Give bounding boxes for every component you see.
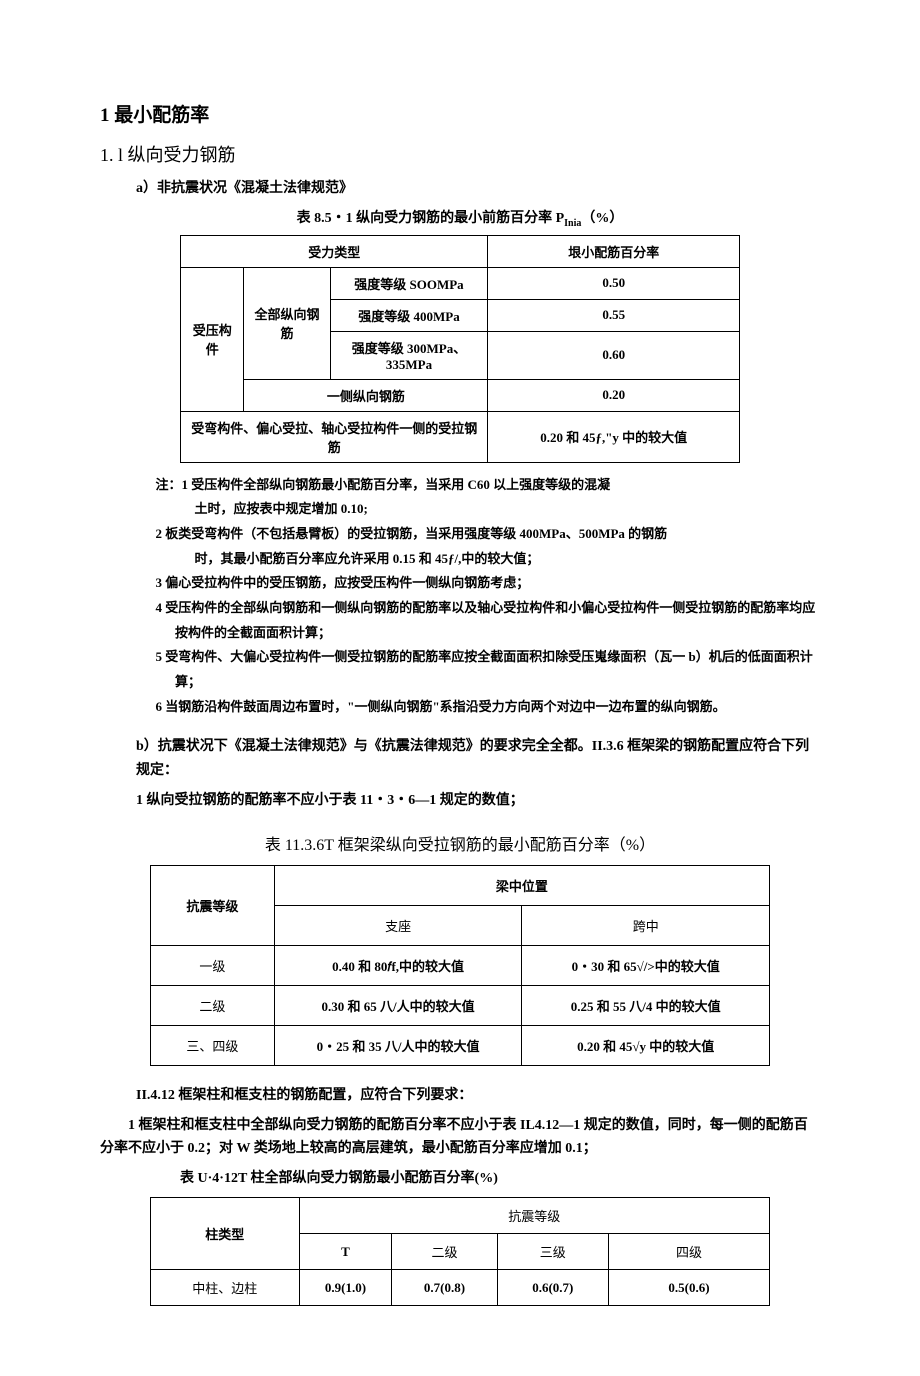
section-c-title: II.4.12 框架柱和框支柱的钢筋配置，应符合下列要求： [136,1084,820,1108]
t2-r3b: 0・25 和 35 八/人中的较大值 [274,1025,522,1065]
t3-c3: 三级 [497,1234,608,1270]
t1-l1: 受压构件 [181,267,244,411]
table1-caption: 表 8.5・1 纵向受力钢筋的最小前筋百分率 PInia（%） [100,207,820,229]
t2-r1c: 0・30 和 65√/>中的较大值 [522,945,770,985]
t2-r2b: 0.30 和 65 八/人中的较大值 [274,985,522,1025]
t1-r1a: 强度等级 SOOMPa [330,267,488,299]
t2-h2a: 支座 [274,905,522,945]
t3-c1: T [299,1234,392,1270]
section-c-line: 1 框架柱和框支柱中全部纵向受力钢筋的配筋百分率不应小于表 IL4.12—1 规… [100,1114,820,1162]
table-2: 抗震等级 梁中位置 支座 跨中 一级 0.40 和 80𝑓f,中的较大值 0・3… [150,865,770,1066]
table-row: 三、四级 0・25 和 35 八/人中的较大值 0.20 和 45√y 中的较大… [151,1025,770,1065]
t3-r1e: 0.5(0.6) [609,1270,770,1306]
t1-r5b: 0.20 和 45ƒ,"y 中的较大值 [488,411,740,462]
t1-header-left: 受力类型 [181,235,488,267]
table-row: 受压构件 全部纵向钢筋 强度等级 SOOMPa 0.50 [181,267,740,299]
notes-block: 注：1 受压构件全部纵向钢筋最小配筋百分率，当采用 C60 以上强度等级的混凝 … [136,473,820,720]
section-b-line1: 1 纵向受拉钢筋的配筋率不应小于表 11・3・6—1 规定的数值； [136,789,820,813]
table1-caption-sub: Inia [564,218,581,229]
table1-caption-tail: （%） [581,211,623,226]
t2-r1b: 0.40 和 80𝑓f,中的较大值 [274,945,522,985]
t2-r3a: 三、四级 [151,1025,275,1065]
t3-h2: 抗震等级 [299,1198,769,1234]
t1-header-right: 垠小配筋百分率 [488,235,740,267]
t1-r2b: 0.55 [488,299,740,331]
t2-h1: 抗震等级 [151,865,275,945]
table-row: 一级 0.40 和 80𝑓f,中的较大值 0・30 和 65√/>中的较大值 [151,945,770,985]
t2-h2b: 跨中 [522,905,770,945]
section-a-title: a）非抗震状况《混凝土法律规范》 [136,177,820,201]
note-1: 注：1 受压构件全部纵向钢筋最小配筋百分率，当采用 C60 以上强度等级的混凝 [136,473,820,498]
t1-r5a: 受弯构件、偏心受拉、轴心受拉构件一侧的受拉钢筋 [181,411,488,462]
note-5: 5 受弯构件、大偏心受拉构件一侧受拉钢筋的配筋率应按全截面面积扣除受压嵬缘面积（… [136,645,820,694]
t1-l2: 全部纵向钢筋 [244,267,330,379]
t3-c4: 四级 [609,1234,770,1270]
table-row: 一侧纵向钢筋 0.20 [181,379,740,411]
table-3: 柱类型 抗震等级 T 二级 三级 四级 中柱、边柱 0.9(1.0) 0.7(0… [150,1197,770,1306]
table2-caption: 表 11.3.6T 框架梁纵向受拉钢筋的最小配筋百分率（%） [100,831,820,855]
table-row: 二级 0.30 和 65 八/人中的较大值 0.25 和 55 八/4 中的较大… [151,985,770,1025]
table3-caption: 表 U·4·12T 柱全部纵向受力钢筋最小配筋百分率(%) [180,1167,820,1191]
t1-r1b: 0.50 [488,267,740,299]
t2-r3c: 0.20 和 45√y 中的较大值 [522,1025,770,1065]
t1-r2a: 强度等级 400MPa [330,299,488,331]
heading-1: 1 最小配筋率 [100,100,820,127]
table-row: 受力类型 垠小配筋百分率 [181,235,740,267]
table-row: 中柱、边柱 0.9(1.0) 0.7(0.8) 0.6(0.7) 0.5(0.6… [151,1270,770,1306]
note-4: 4 受压构件的全部纵向钢筋和一侧纵向钢筋的配筋率以及轴心受拉构件和小偏心受拉构件… [136,596,820,645]
note-6: 6 当钢筋沿构件鼓面周边布置时，"一侧纵向钢筋"系指沿受力方向两个对边中一边布置… [136,695,820,720]
t3-r1b: 0.9(1.0) [299,1270,392,1306]
t1-r4b: 0.20 [488,379,740,411]
t2-r2c: 0.25 和 55 八/4 中的较大值 [522,985,770,1025]
t3-r1c: 0.7(0.8) [392,1270,497,1306]
t2-h2: 梁中位置 [274,865,769,905]
t2-r2a: 二级 [151,985,275,1025]
t3-r1d: 0.6(0.7) [497,1270,608,1306]
table-row: 受弯构件、偏心受拉、轴心受拉构件一侧的受拉钢筋 0.20 和 45ƒ,"y 中的… [181,411,740,462]
note-1b: 土时，应按表中规定增加 0.10; [136,497,820,522]
t2-r1a: 一级 [151,945,275,985]
t3-c2: 二级 [392,1234,497,1270]
table-row: 柱类型 抗震等级 [151,1198,770,1234]
section-b-title: b）抗震状况下《混凝土法律规范》与《抗震法律规范》的要求完全全都。II.3.6 … [136,735,820,783]
table-row: 抗震等级 梁中位置 [151,865,770,905]
table1-caption-text: 表 8.5・1 纵向受力钢筋的最小前筋百分率 P [297,211,565,226]
t3-r1a: 中柱、边柱 [151,1270,300,1306]
heading-2: 1. l 纵向受力钢筋 [100,141,820,167]
note-3: 3 偏心受拉构件中的受压钢筋，应按受压构件一侧纵向钢筋考虑； [136,571,820,596]
note-2b: 时，其最小配筋百分率应允许采用 0.15 和 45ƒ/,中的较大值； [136,547,820,572]
note-2: 2 板类受弯构件（不包括悬臂板）的受拉钢筋，当采用强度等级 400MPa、500… [136,522,820,547]
t1-r3b: 0.60 [488,331,740,379]
table-1: 受力类型 垠小配筋百分率 受压构件 全部纵向钢筋 强度等级 SOOMPa 0.5… [180,235,740,463]
t3-h1: 柱类型 [151,1198,300,1270]
t1-r4a: 一侧纵向钢筋 [244,379,488,411]
t1-r3a: 强度等级 300MPa、335MPa [330,331,488,379]
